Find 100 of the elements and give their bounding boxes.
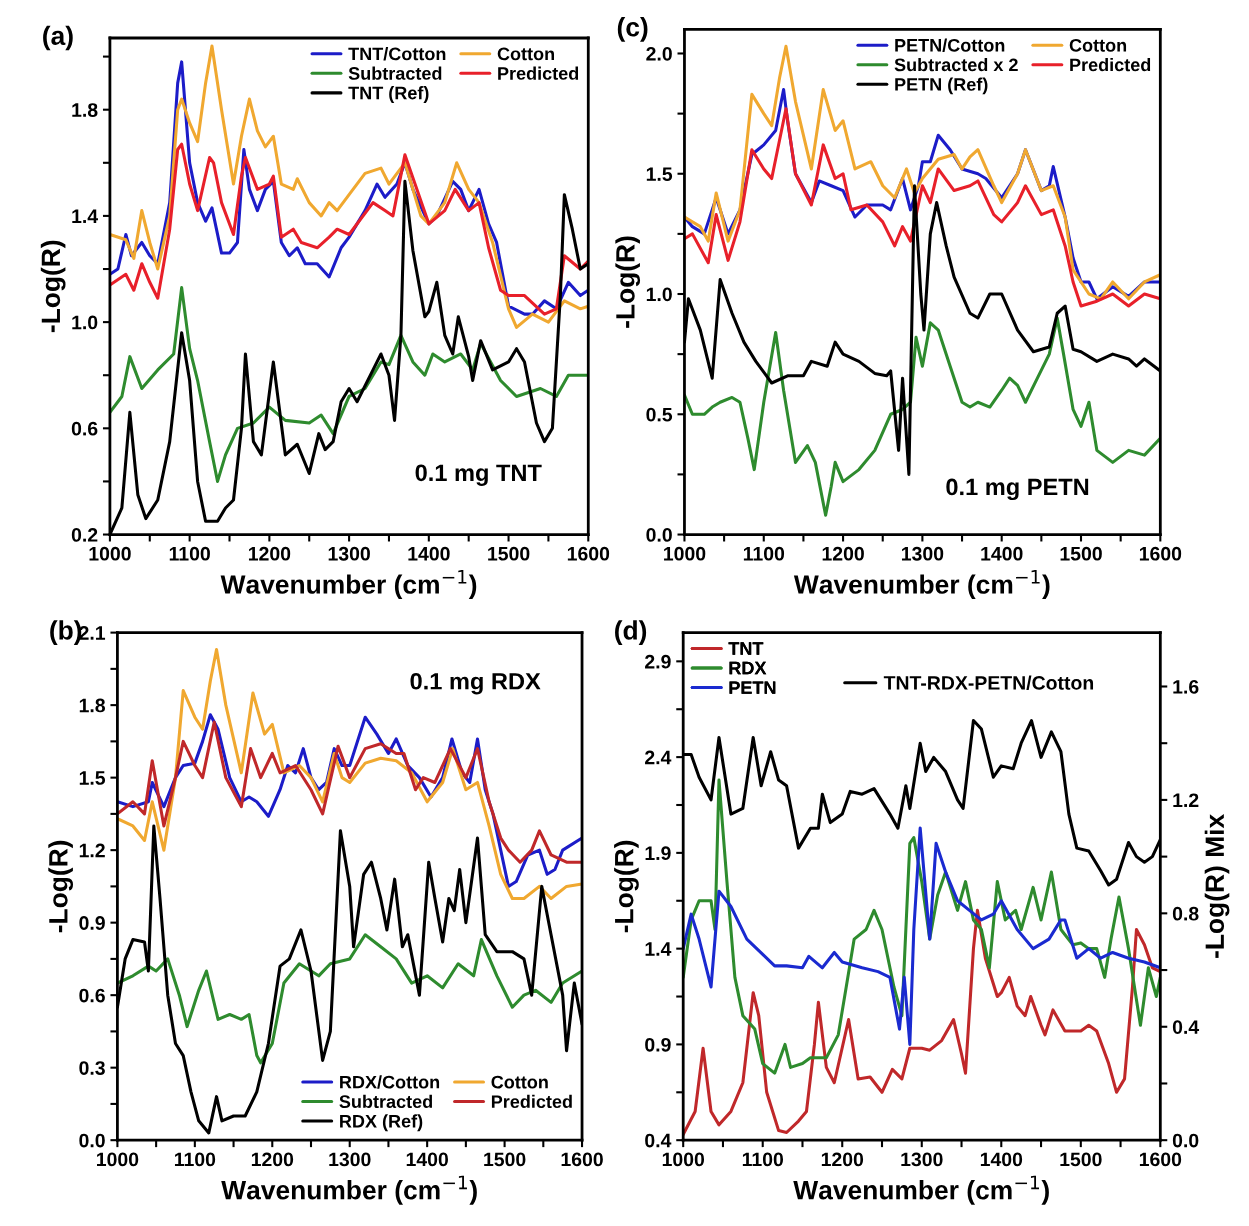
x-tick-label: 1100 [169,546,210,561]
legend-label: TNT [728,642,764,655]
legend-label: PETN (Ref) [895,77,988,95]
x-tick-label: 1400 [406,1152,448,1167]
y2-tick-label: 0.8 [1172,906,1199,921]
x-axis-title: Wavenumber (cm$^{−1}$) [793,570,1050,600]
y-tick-label: 2.9 [645,654,671,669]
y-tick-label: 1.5 [646,167,673,181]
legend-label: TNT (Ref) [348,86,429,103]
legend-label: PETN [729,681,776,694]
y-tick-label: 1.4 [645,942,672,956]
y-axis-title: -Log(R) [614,840,639,933]
x-tick-label: 1400 [980,1152,1023,1167]
legend-label: Subtracted x 2 [894,57,1018,72]
y2-tick-label: 1.6 [1173,679,1199,694]
x-tick-label: 1000 [89,546,131,561]
legend-label: Predicted [498,66,579,80]
chart-title: (c) [617,17,648,42]
y-tick-label: 1.0 [646,287,672,302]
x-tick-label: 1400 [408,546,450,561]
y-tick-label: 0.4 [645,1133,672,1148]
legend-label: TNT/Cotton [348,47,446,61]
line-series [683,908,1161,1136]
x-axis-title: Wavenumber (cm$^{−1}$) [220,570,477,600]
y-tick-label: 2.0 [646,46,672,61]
x-axis-title: Wavenumber (cm$^{−1}$) [793,1175,1049,1205]
x-tick-label: 1300 [901,1152,943,1167]
y-axis-title: -Log(R) [40,240,66,333]
x-tick-label: 1600 [561,1152,603,1167]
y-tick-label: 1.5 [79,771,106,785]
x-tick-label: 1000 [664,546,706,561]
y-tick-label: 1.0 [72,315,98,330]
legend-label: Cotton [1069,38,1127,52]
x-tick-label: 1500 [488,546,530,561]
y-tick-label: 0.6 [79,988,105,1003]
line-series [684,316,1161,517]
x-tick-label: 1600 [567,546,610,561]
legend-label: Cotton [497,47,555,61]
y-tick-label: 0.5 [646,407,673,422]
x-tick-label: 1500 [1060,1152,1102,1167]
legend-label: RDX (Ref) [340,1114,423,1132]
chart-title: (b) [50,620,82,645]
x-tick-label: 1000 [662,1152,705,1167]
annotation: 0.1 mg TNT [415,464,542,486]
y2-tick-label: 1.2 [1173,793,1199,807]
y-tick-label: 1.8 [72,103,98,117]
y-tick-label: 0.6 [71,421,98,436]
line-series [683,778,1161,1075]
x-tick-label: 1300 [328,546,370,561]
x-tick-label: 1500 [1060,546,1102,561]
y-tick-label: 0.3 [79,1061,105,1075]
y-tick-label: 0.2 [71,528,98,542]
x-tick-label: 1600 [1139,546,1182,561]
x-axis-title: Wavenumber (cm$^{−1}$) [221,1175,477,1205]
x-tick-label: 1500 [484,1152,526,1167]
y-tick-label: 0.9 [79,916,105,930]
x-tick-label: 1600 [1139,1152,1182,1167]
x-tick-label: 1200 [248,546,291,561]
legend-label: Subtracted [339,1094,433,1109]
x-tick-label: 1200 [251,1152,294,1167]
y2-tick-label: 0.0 [1172,1133,1199,1148]
y-tick-label: 0.0 [79,1133,105,1148]
x-tick-label: 1100 [742,1152,784,1167]
y-tick-label: 2.1 [79,626,106,640]
line-series [117,648,583,901]
line-series [117,720,583,864]
line-series [117,933,583,1065]
y2-axis-title: -Log(R) Mix [1204,814,1230,958]
annotation: 0.1 mg RDX [410,672,541,695]
y-tick-label: 0.9 [645,1037,671,1052]
y-axis-title: -Log(R) [48,840,74,933]
legend-label: RDX/Cotton [340,1075,440,1089]
x-tick-label: 1100 [743,546,785,561]
y-tick-label: 2.4 [645,750,672,765]
y-tick-label: 1.8 [79,698,106,713]
legend-label: Predicted [491,1094,572,1109]
chart-title: (d) [615,620,647,645]
x-tick-label: 1300 [329,1152,371,1167]
legend-label: TNT-RDX-PETN/Cotton [883,675,1094,690]
x-tick-label: 1200 [821,1152,864,1167]
legend-label: Subtracted [348,66,442,80]
legend-label: RDX [729,661,767,675]
x-tick-label: 1100 [174,1152,216,1167]
x-tick-label: 1300 [901,546,944,561]
legend-label: PETN/Cotton [895,38,1005,52]
y-tick-label: 0.0 [646,528,672,542]
line-series [109,142,589,316]
x-tick-label: 1400 [981,546,1023,561]
legend-label: Predicted [1070,57,1151,72]
y-tick-label: 1.2 [79,843,105,858]
y2-tick-label: 0.4 [1172,1020,1200,1034]
annotation: 0.1 mg PETN [946,478,1089,501]
chart-title: (a) [43,25,73,51]
y-tick-label: 1.4 [72,209,98,223]
x-tick-label: 1000 [97,1152,139,1167]
line-series [683,826,1161,1046]
legend-label: Cotton [491,1075,548,1089]
y-axis-title: -Log(R) [615,236,641,328]
x-tick-label: 1200 [822,546,864,561]
y-tick-label: 1.9 [645,846,671,861]
